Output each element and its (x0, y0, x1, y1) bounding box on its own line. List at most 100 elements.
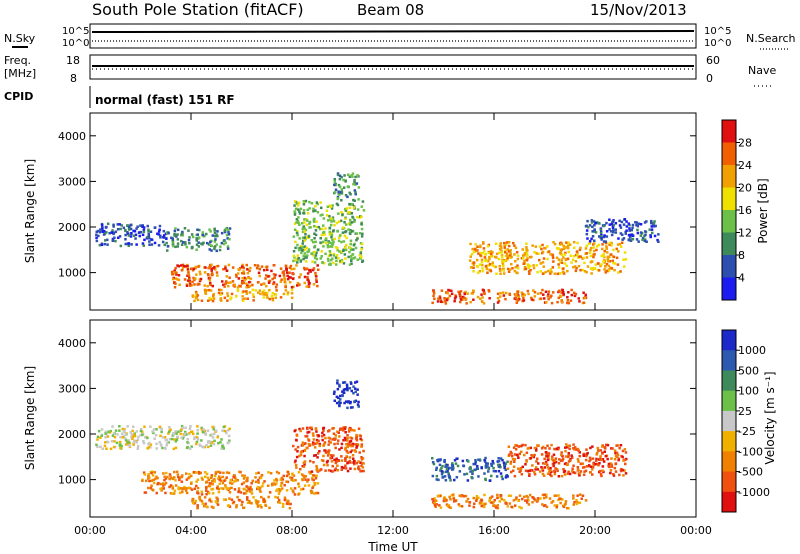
echo-cell (306, 480, 309, 483)
echo-cell (165, 443, 168, 447)
colorbar-tick-label: 24 (738, 159, 752, 172)
echo-cell (438, 504, 441, 507)
echo-cell (308, 200, 311, 204)
echo-cell (103, 242, 107, 246)
echo-cell (552, 291, 555, 294)
echo-cell (599, 231, 603, 235)
echo-cell (315, 278, 318, 281)
echo-cell (359, 461, 362, 464)
echo-cell (174, 282, 177, 285)
echo-cell (557, 258, 561, 261)
echo-cell (478, 270, 482, 273)
echo-cell (361, 259, 365, 263)
echo-cell (489, 501, 493, 504)
echo-cell (267, 495, 270, 499)
echo-cell (220, 288, 223, 292)
echo-cell (652, 221, 656, 225)
echo-cell (163, 243, 166, 247)
echo-cell (498, 244, 502, 248)
echo-cell (431, 301, 434, 305)
echo-cell (338, 435, 341, 438)
echo-cell (192, 501, 195, 505)
echo-cell (315, 430, 318, 433)
echo-cell (221, 475, 224, 479)
echo-cell (606, 251, 609, 254)
echo-cell (163, 478, 166, 482)
echo-cell (142, 471, 146, 474)
echo-cell (567, 452, 570, 455)
echo-cell (305, 223, 309, 227)
echo-cell (561, 459, 564, 462)
echo-cell (487, 467, 490, 470)
echo-cell (585, 252, 589, 255)
echo-cell (448, 495, 451, 499)
echo-cell (503, 249, 507, 252)
echo-cell (174, 446, 178, 450)
echo-cell (472, 261, 476, 264)
echo-cell (534, 447, 538, 450)
echo-cell (197, 470, 201, 474)
colorbar-swatch (722, 165, 736, 188)
echo-cell (515, 444, 519, 447)
echo-cell (219, 293, 222, 296)
echo-cell (518, 452, 521, 456)
echo-cell (346, 469, 350, 473)
echo-cell (163, 475, 166, 478)
echo-cell (153, 477, 157, 481)
echo-cell (571, 467, 574, 470)
velocity-y-label: Slant Range [km] (23, 366, 37, 470)
echo-cell (653, 225, 656, 228)
echo-cell (550, 270, 553, 274)
echo-cell (153, 241, 157, 245)
echo-cell (541, 472, 545, 476)
echo-cell (315, 257, 319, 261)
echo-cell (208, 243, 212, 246)
y-tick-label: 3000 (58, 175, 86, 188)
echo-cell (526, 469, 530, 473)
echo-cell (472, 462, 475, 466)
echo-cell (322, 454, 325, 458)
echo-cell (293, 228, 297, 231)
echo-cell (140, 428, 143, 431)
echo-cell (220, 487, 223, 490)
echo-cell (542, 474, 546, 477)
echo-cell (339, 401, 342, 405)
echo-cell (222, 471, 225, 475)
echo-cell (326, 450, 330, 454)
echo-cell (327, 436, 330, 440)
station-title: South Pole Station (fitACF) (92, 0, 304, 19)
echo-cell (545, 496, 548, 499)
echo-cell (585, 244, 588, 248)
echo-cell (127, 242, 131, 245)
echo-cell (275, 489, 278, 493)
echo-cell (596, 245, 599, 248)
echo-cell (529, 264, 532, 268)
beam-label: Beam 08 (357, 1, 424, 19)
echo-cell (476, 245, 479, 248)
echo-cell (236, 286, 240, 289)
echo-cell (241, 276, 244, 280)
echo-cell (337, 236, 341, 239)
echo-cell (213, 240, 217, 243)
echo-cell (468, 259, 472, 262)
echo-cell (555, 256, 559, 259)
echo-cell (338, 193, 341, 196)
echo-cell (190, 482, 193, 485)
echo-cell (477, 252, 480, 255)
echo-cell (610, 233, 614, 237)
echo-cell (624, 472, 628, 475)
echo-cell (516, 290, 520, 293)
echo-cell (480, 258, 484, 261)
echo-cell (109, 429, 113, 433)
echo-cell (528, 469, 531, 472)
echo-cell (466, 479, 470, 482)
echo-cell (450, 494, 454, 497)
echo-cell (266, 275, 270, 278)
echo-cell (245, 292, 249, 295)
echo-cell (307, 248, 311, 251)
echo-cell (514, 246, 518, 250)
echo-cell (295, 218, 299, 221)
echo-cell (224, 280, 228, 283)
echo-cell (613, 262, 617, 265)
